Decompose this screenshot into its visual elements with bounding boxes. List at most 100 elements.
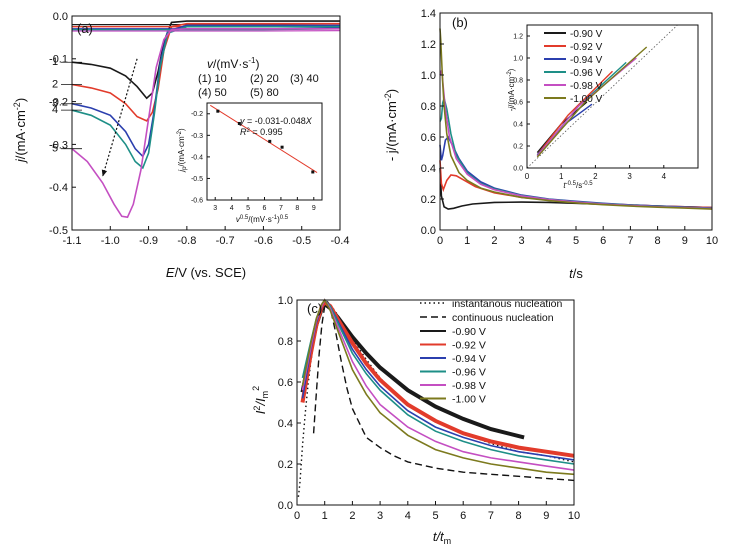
curve-label-1: 1: [52, 56, 58, 68]
panel-c-x-tick-label: 5: [432, 510, 438, 522]
panel-c-y-tick-label: 1.0: [278, 295, 293, 307]
inset-b-x-tick-label: 3: [627, 172, 632, 181]
curve-label-2: 2: [52, 78, 58, 90]
series-a-1-forward: [71, 20, 340, 100]
panel-b-x-tick-label: 1: [464, 235, 470, 247]
inset-a-y-tick-label: -0.2: [191, 111, 203, 118]
panel-c-y-tick-label: 0.0: [278, 500, 293, 512]
legend-c-model-label: continuous nucleation: [452, 312, 554, 324]
series-c--1.00V: [301, 298, 575, 476]
panel-a-rate-legend: v/(mV·s-1) (1) 10 (2) 20 (3) 40 (4) 50 (…: [198, 56, 319, 99]
panel-b-x-tick-label: 4: [546, 235, 552, 247]
panel-b-y-tick-label: 0.2: [421, 194, 436, 206]
panel-a-x-tick-label: -0.6: [254, 235, 273, 247]
inset-b-x-tick-label: 2: [593, 172, 598, 181]
panel-b-y-tick-label: 1.2: [421, 39, 436, 51]
panel-b-inset-j-vs-t-inv-sqrt: 0 1 2 3 4 0.0 0.2 0.4 0.6 0.8 1.0 1.2: [513, 24, 699, 181]
panel-c-nucleation-analysis: 0 1 2 3 4 5 6 7 8 9 100.00.20.40.60.81.0 (c) t/tm …: [251, 295, 580, 546]
inset-a-point: [237, 121, 241, 125]
panel-c-x-tick-label: 8: [516, 510, 522, 522]
panel-a-series-group: [71, 20, 341, 219]
panel-a-x-tick-label: -1.0: [101, 235, 120, 247]
legend-b-label: -1.00 V: [570, 94, 603, 105]
inset-a-point: [311, 170, 315, 174]
inset-a-y-tick-label: -0.5: [191, 176, 203, 183]
inset-b-background: [527, 25, 698, 168]
panel-b-y-tick-label: 0.8: [421, 101, 436, 113]
panel-c-x-tick-label: 2: [349, 510, 355, 522]
inset-b-line--1.00V: [536, 46, 648, 158]
panel-b-y-tick-label: 0.6: [421, 132, 436, 144]
panel-c-x-tick-label: 1: [322, 510, 328, 522]
inset-a-x-tick-label: 8: [295, 205, 299, 212]
panel-c-x-tick-label: 10: [568, 510, 580, 522]
series-b--1.00V: [439, 28, 713, 210]
inset-a-fit-line: [210, 104, 318, 173]
panel-c-axes: 0 1 2 3 4 5 6 7 8 9 10 0.0 0.2 0.4 0.6 0.8 1.0: [278, 295, 580, 522]
legend-c-model-label: instantanous nucleation: [452, 298, 562, 310]
panel-a-xlabel: E/V (vs. SCE): [166, 265, 246, 280]
legend-c-label: -0.92 V: [452, 340, 486, 352]
panel-a-x-tick-label: -1.1: [63, 235, 82, 247]
panel-a-inset-jp-vs-sqrt-v: 3 4 5 6 7 8 9 -0.2 -0.3 -0.4 -0.5 -0.6: [191, 102, 323, 212]
legend-c-label: -0.96 V: [452, 367, 486, 379]
inset-a-xlabel: v0.5/(mV·s-1)0.5: [236, 215, 289, 224]
panel-a-axes: -1.1 -1.0 -0.9 -0.8 -0.7 -0.6 -0.5 -0.4 0.0 -0.1 -…: [49, 11, 349, 247]
panel-c-label: (c): [307, 301, 322, 316]
inset-a-equation: y = -0.031-0.048X: [239, 116, 313, 126]
inset-b-x-tick-label: 4: [662, 172, 667, 181]
curve-label-5: 5: [52, 143, 58, 155]
panel-b-x-tick-label: 0: [437, 235, 443, 247]
panel-b-legend: -0.90 V -0.92 V -0.94 V -0.96 V -0.98 V -1.00…: [544, 29, 603, 105]
panel-a-y-tick-label: -0.2: [49, 96, 68, 108]
inset-b-y-tick-label: 0.8: [513, 77, 523, 84]
panel-a-ylabel: j/(mA·cm-2): [12, 98, 28, 164]
panel-b-xlabel: t/s: [569, 266, 583, 281]
panel-c-x-tick-label: 0: [294, 510, 300, 522]
panel-a-x-tick-label: -0.9: [139, 235, 158, 247]
inset-b-y-tick-label: 0.2: [513, 143, 523, 150]
inset-a-x-tick-label: 6: [263, 205, 267, 212]
legend-b-label: -0.92 V: [570, 42, 603, 53]
panel-a-x-tick-label: -0.7: [216, 235, 235, 247]
inset-a-point: [280, 145, 284, 149]
panel-c-y-tick-label: 0.8: [278, 336, 293, 348]
panel-b-y-tick-label: 1.0: [421, 70, 436, 82]
panel-c-x-tick-label: 4: [405, 510, 411, 522]
rate-legend-item: (3) 40: [290, 73, 319, 85]
panel-a-x-tick-label: -0.4: [331, 235, 350, 247]
inset-a-point: [268, 139, 272, 143]
panel-a-scan-rate-arrow: [101, 58, 138, 177]
inset-a-x-tick-label: 7: [279, 205, 283, 212]
inset-a-x-tick-label: 9: [312, 205, 316, 212]
inset-a-point: [216, 109, 220, 113]
curve-label-4: 4: [52, 104, 58, 116]
legend-b-label: -0.96 V: [570, 68, 603, 79]
panel-c-y-tick-label: 0.4: [278, 418, 293, 430]
panel-a-x-tick-label: -0.8: [177, 235, 196, 247]
rate-legend-item: (4) 50: [198, 87, 227, 99]
panel-c-y-tick-label: 0.2: [278, 459, 293, 471]
inset-b-y-tick-label: 0.6: [513, 99, 523, 106]
inset-a-y-tick-label: -0.3: [191, 133, 203, 140]
legend-b-label: -0.98 V: [570, 81, 603, 92]
rate-legend-title: v/(mV·s-1): [207, 56, 259, 71]
panel-b-x-tick-label: 10: [706, 235, 718, 247]
inset-b-y-tick-label: 1.0: [513, 55, 523, 62]
panel-b-y-tick-label: 0.4: [421, 163, 436, 175]
legend-b-label: -0.90 V: [570, 29, 603, 40]
panel-a-y-tick-label: -0.5: [49, 225, 68, 237]
panel-b-x-tick-label: 5: [573, 235, 579, 247]
panel-c-series-group: [297, 298, 575, 497]
legend-b-label: -0.94 V: [570, 55, 603, 66]
inset-a-x-tick-label: 3: [213, 205, 217, 212]
legend-c-label: -0.90 V: [452, 326, 486, 338]
legend-c-label: -0.94 V: [452, 353, 486, 365]
panel-b-y-tick-label: 0.0: [421, 225, 436, 237]
panel-b-axes: 0 1 2 3 4 5 6 7 8 9 100.00.20.40.60.81.01.21.4: [421, 8, 718, 247]
panel-c-xlabel: t/tm: [433, 529, 451, 546]
inset-b-x-tick-label: 1: [559, 172, 564, 181]
panel-a-frame: [71, 15, 341, 231]
